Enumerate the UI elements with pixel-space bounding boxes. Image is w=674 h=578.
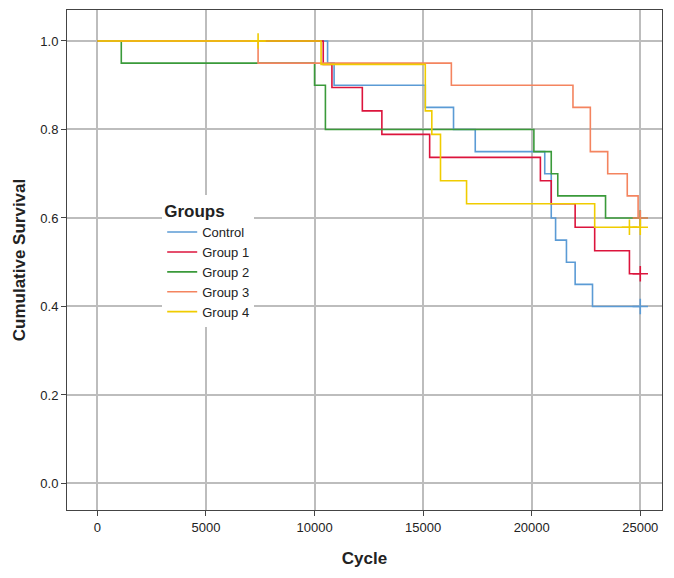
svg-text:10000: 10000 (296, 520, 332, 535)
svg-text:Control: Control (202, 225, 244, 240)
svg-text:0.8: 0.8 (40, 122, 58, 137)
svg-text:0.4: 0.4 (40, 299, 58, 314)
svg-text:5000: 5000 (192, 520, 221, 535)
svg-text:Groups: Groups (164, 202, 224, 221)
svg-text:Group 3: Group 3 (202, 285, 249, 300)
svg-text:Group 1: Group 1 (202, 245, 249, 260)
svg-text:Group 4: Group 4 (202, 305, 249, 320)
svg-text:1.0: 1.0 (40, 34, 58, 49)
svg-text:0.0: 0.0 (40, 476, 58, 491)
svg-text:0: 0 (94, 520, 101, 535)
svg-text:Cycle: Cycle (342, 549, 387, 568)
svg-text:15000: 15000 (405, 520, 441, 535)
svg-text:Group 2: Group 2 (202, 265, 249, 280)
svg-text:0.2: 0.2 (40, 388, 58, 403)
svg-text:0.6: 0.6 (40, 211, 58, 226)
svg-text:Cumulative Survival: Cumulative Survival (10, 179, 29, 342)
svg-text:25000: 25000 (622, 520, 658, 535)
svg-text:20000: 20000 (514, 520, 550, 535)
